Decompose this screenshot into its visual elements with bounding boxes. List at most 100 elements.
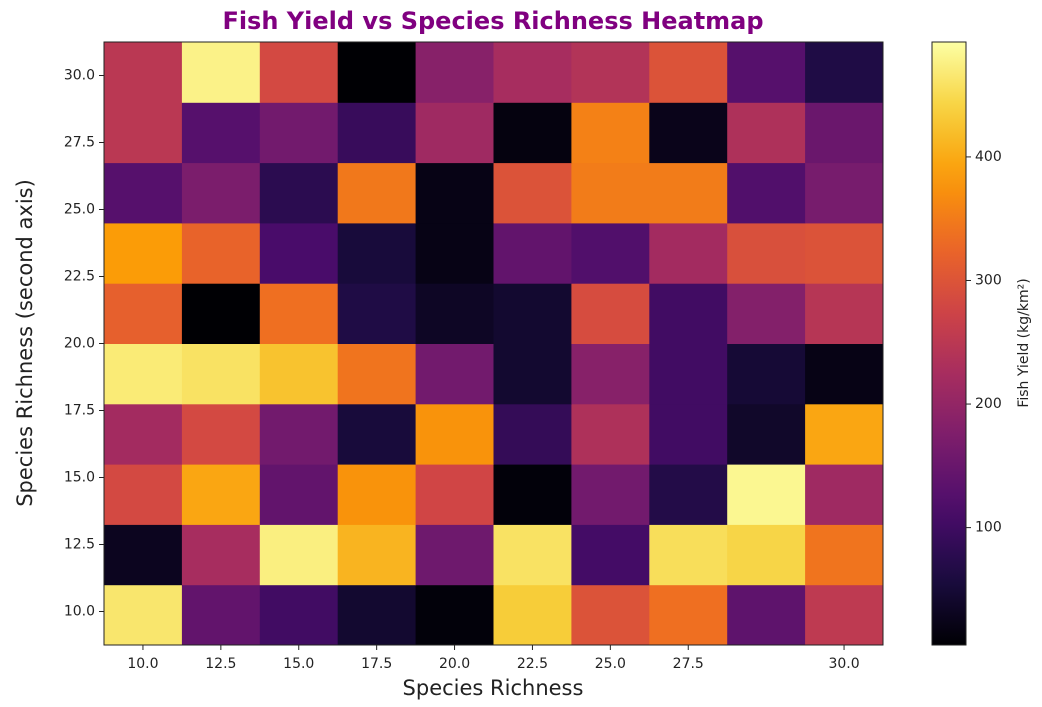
heatmap-cell [259,584,339,646]
heatmap-cell [181,403,261,465]
y-tick-label: 20.0 [64,336,95,352]
heatmap-cell [727,343,806,405]
heatmap-cell [493,162,572,224]
heatmap-cell [493,343,572,405]
heatmap-cell [805,102,884,164]
heatmap-cell [571,102,650,164]
x-tick-label: 22.5 [517,656,548,672]
heatmap-cell [259,283,339,344]
heatmap-cell [259,403,339,465]
heatmap-cell [259,102,339,164]
heatmap-cell [727,102,806,164]
heatmap-cell [571,464,650,525]
y-tick-label: 25.0 [64,202,95,218]
heatmap-cell [493,42,572,103]
heatmap-cell [337,283,417,344]
y-tick-label: 22.5 [64,269,95,285]
heatmap-cell [805,584,884,646]
heatmap-cell [493,403,572,465]
heatmap-cell [649,102,728,164]
heatmap-cell [805,162,884,224]
heatmap-cell [805,42,884,103]
heatmap-cell [104,222,183,284]
heatmap-cell [571,343,650,405]
x-tick-label: 27.5 [673,656,704,672]
heatmap-cell [259,524,339,586]
heatmap-cell [259,464,339,525]
heatmap-cell [571,222,650,284]
heatmap-cell [104,584,183,646]
heatmap-cell [104,283,183,344]
heatmap-cell [181,102,261,164]
heatmap-cell [571,162,650,224]
heatmap-cell [649,524,728,586]
y-tick-label: 30.0 [64,68,95,84]
heatmap-cell [337,524,417,586]
heatmap-cell [415,162,494,224]
heatmap-cell [415,343,494,405]
heatmap-cell [649,464,728,525]
heatmap-cell [805,222,884,284]
heatmap-cell [259,343,339,405]
heatmap-cell [259,162,339,224]
x-axis-label: Species Richness [403,676,584,700]
heatmap-cell [727,403,806,465]
heatmap-cell [649,162,728,224]
x-tick-label: 20.0 [439,656,470,672]
heatmap-cell [259,42,339,103]
x-tick-label: 17.5 [361,656,392,672]
heatmap-cell [805,524,884,586]
heatmap-cell [337,464,417,525]
heatmap-cell [727,584,806,646]
heatmap-cell [493,524,572,586]
heatmap-cell [181,283,261,344]
heatmap-cell [181,222,261,284]
heatmap-cell [415,403,494,465]
heatmap-cell [415,524,494,586]
y-tick-label: 17.5 [64,403,95,419]
heatmap-cell [649,403,728,465]
heatmap-cell [727,162,806,224]
heatmap-cell [104,102,183,164]
heatmap-cell [104,524,183,586]
heatmap-cell [493,283,572,344]
x-tick-label: 15.0 [283,656,314,672]
heatmap-cell [181,464,261,525]
colorbar-tick-label: 400 [975,149,1002,165]
heatmap-cell [104,464,183,525]
heatmap-cell [805,283,884,344]
heatmap-cell [571,403,650,465]
heatmap-cell [104,162,183,224]
heatmap-cell [181,343,261,405]
heatmap-cell [415,464,494,525]
heatmap-cell [571,283,650,344]
x-tick-label: 10.0 [127,656,158,672]
colorbar-tick-label: 300 [975,272,1002,288]
heatmap-cell [649,222,728,284]
colorbar-tick-label: 200 [975,396,1002,412]
x-tick-label: 12.5 [205,656,236,672]
heatmap-cell [805,403,884,465]
heatmap-cell [571,584,650,646]
heatmap-cell [337,222,417,284]
heatmap-cell [337,102,417,164]
heatmap-cell [337,403,417,465]
heatmap-cell [649,283,728,344]
heatmap-cell [805,343,884,405]
colorbar-tick-label: 100 [975,520,1002,536]
heatmap-cell [805,464,884,525]
y-tick-label: 27.5 [64,135,95,151]
heatmap-cell [104,343,183,405]
heatmap-cell [415,222,494,284]
colorbar-label: Fish Yield (kg/km²) [1016,278,1032,407]
y-tick-label: 15.0 [64,470,95,486]
heatmap-cell [493,222,572,284]
heatmap-cell [181,524,261,586]
heatmap-cell [649,42,728,103]
heatmap-cell [337,343,417,405]
heatmap-cell [727,464,806,525]
heatmap-cell [649,343,728,405]
heatmap-cell [727,42,806,103]
heatmap-cell [415,584,494,646]
heatmap-cell [415,102,494,164]
